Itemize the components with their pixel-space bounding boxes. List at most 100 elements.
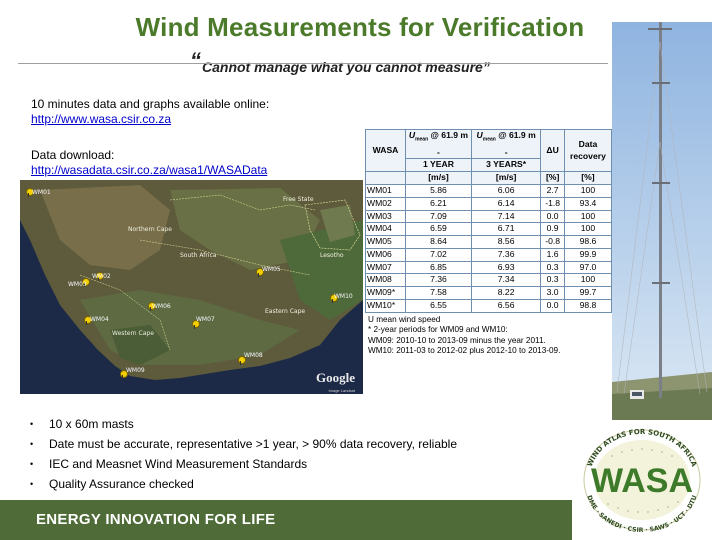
row-umean-1yr: 6.59 bbox=[405, 222, 472, 237]
mast-pin-wm10[interactable] bbox=[330, 294, 338, 303]
row-umean-1yr: 7.36 bbox=[405, 273, 472, 288]
row-recovery: 100 bbox=[563, 183, 613, 198]
row-recovery: 97.0 bbox=[563, 260, 613, 275]
note-periods: * 2-year periods for WM09 and WM10: bbox=[368, 325, 508, 335]
row-id: WM10* bbox=[364, 299, 407, 313]
unit-cell-3y: [m/s] bbox=[470, 171, 542, 185]
col-header-wasa: WASA bbox=[364, 128, 407, 173]
mast-label-wm04: WM04 bbox=[90, 316, 109, 323]
mast-pin-wm07[interactable] bbox=[192, 320, 200, 329]
row-umean-1yr: 7.58 bbox=[405, 286, 472, 301]
row-id: WM08 bbox=[364, 273, 407, 288]
mast-label-wm08: WM08 bbox=[244, 352, 263, 359]
online-link[interactable]: http://www.wasa.csir.co.za bbox=[31, 112, 172, 126]
col-header-recovery: Data recovery bbox=[563, 128, 613, 173]
row-umean-1yr: 5.86 bbox=[405, 183, 472, 198]
wind-speed-table: WASA Umean @ 61.9 m- Umean @ 61.9 m- ΔU … bbox=[364, 128, 613, 395]
mast-pin-wm01[interactable] bbox=[26, 188, 34, 197]
mast-pin-wm06[interactable] bbox=[148, 302, 156, 311]
mast-facts-list: 10 x 60m masts Date must be accurate, re… bbox=[30, 414, 457, 494]
row-umean-3yr: 7.34 bbox=[470, 273, 542, 288]
mast-label-wm06: WM06 bbox=[152, 303, 171, 310]
bullet-masts: 10 x 60m masts bbox=[30, 414, 457, 434]
col-header-delta-u: ΔU bbox=[540, 128, 565, 173]
mast-location-map: Northern Cape Free State Lesotho South A… bbox=[20, 180, 363, 394]
wind-table-grid: WASA Umean @ 61.9 m- Umean @ 61.9 m- ΔU … bbox=[364, 128, 613, 313]
mast-label-wm09: WM09 bbox=[126, 367, 145, 374]
row-umean-1yr: 7.02 bbox=[405, 247, 472, 262]
slide-title: Wind Measurements for Verification bbox=[135, 12, 585, 42]
row-umean-1yr: 7.09 bbox=[405, 209, 472, 224]
footer-bar: ENERGY INNOVATION FOR LIFE bbox=[0, 500, 572, 540]
col-header-umean-1yr: Umean @ 61.9 m- bbox=[405, 128, 472, 160]
map-terrain bbox=[20, 180, 363, 394]
mast-label-wm07: WM07 bbox=[196, 316, 215, 323]
bullet-qa: Quality Assurance checked bbox=[30, 474, 457, 494]
row-recovery: 100 bbox=[563, 222, 613, 237]
map-label-western-cape: Western Cape bbox=[112, 330, 154, 337]
mast-label-wm03: WM03 bbox=[68, 281, 87, 288]
row-recovery: 99.9 bbox=[563, 247, 613, 262]
wasa-logo-emblem: WIND ATLAS FOR SOUTH AFRICA WASA DME · S… bbox=[583, 428, 701, 534]
mast-pin-wm08[interactable] bbox=[238, 356, 246, 365]
mast-pin-wm05[interactable] bbox=[256, 268, 264, 277]
row-delta-u: 0.0 bbox=[540, 299, 565, 313]
col-header-3years: 3 YEARS* bbox=[470, 158, 542, 173]
row-recovery: 98.6 bbox=[563, 235, 613, 249]
mast-photo-image bbox=[612, 22, 712, 420]
map-label-south-africa: South Africa bbox=[180, 252, 217, 259]
note-wm09: WM09: 2010-10 to 2013-09 minus the year … bbox=[368, 335, 546, 345]
row-umean-3yr: 6.06 bbox=[470, 183, 542, 198]
mast-pin-wm03[interactable] bbox=[82, 278, 90, 287]
mast-label-wm02: WM02 bbox=[92, 273, 111, 280]
table-row: WM02 6.21 6.14 -1.8 93.4 bbox=[364, 196, 613, 211]
table-row: WM04 6.59 6.71 0.9 100 bbox=[364, 222, 613, 237]
row-id: WM01 bbox=[364, 183, 407, 198]
row-recovery: 93.4 bbox=[563, 196, 613, 211]
table-row: WM10* 6.55 6.56 0.0 98.8 bbox=[364, 299, 613, 313]
unit-cell-du: [%] bbox=[540, 171, 565, 185]
row-umean-3yr: 8.22 bbox=[470, 286, 542, 301]
row-delta-u: 0.9 bbox=[540, 222, 565, 237]
mast-pin-wm09[interactable] bbox=[120, 370, 128, 379]
unit-cell-1y: [m/s] bbox=[405, 171, 472, 185]
row-id: WM07 bbox=[364, 260, 407, 275]
row-id: WM09* bbox=[364, 286, 407, 301]
note-umean: U mean wind speed bbox=[368, 314, 441, 324]
table-row: WM08 7.36 7.34 0.3 100 bbox=[364, 273, 613, 288]
online-info: 10 minutes data and graphs available onl… bbox=[31, 97, 269, 127]
wind-table-body: WM01 5.86 6.06 2.7 100 WM02 6.21 6.14 -1.8 93.4 WM… bbox=[364, 183, 613, 313]
map-label-eastern-cape: Eastern Cape bbox=[265, 308, 306, 315]
unit-cell-blank bbox=[364, 171, 407, 185]
download-text: Data download: bbox=[31, 148, 115, 162]
row-umean-3yr: 8.56 bbox=[470, 235, 542, 249]
row-delta-u: 0.3 bbox=[540, 260, 565, 275]
slide-subtitle: “Cannot manage what you cannot measure” bbox=[190, 48, 490, 78]
row-umean-3yr: 6.93 bbox=[470, 260, 542, 275]
table-notes: U mean wind speed * 2-year periods for W… bbox=[365, 313, 612, 359]
table-row: WM01 5.86 6.06 2.7 100 bbox=[364, 183, 613, 198]
mast-label-wm01: WM01 bbox=[32, 189, 51, 196]
row-delta-u: 0.0 bbox=[540, 209, 565, 224]
row-umean-3yr: 6.71 bbox=[470, 222, 542, 237]
wasa-logo: WIND ATLAS FOR SOUTH AFRICA WASA DME · S… bbox=[572, 416, 712, 536]
bullet-standards: IEC and Measnet Wind Measurement Standar… bbox=[30, 454, 457, 474]
row-delta-u: 0.3 bbox=[540, 273, 565, 288]
row-delta-u: 3.0 bbox=[540, 286, 565, 301]
row-id: WM05 bbox=[364, 235, 407, 249]
row-recovery: 100 bbox=[563, 209, 613, 224]
mast-pin-wm02[interactable] bbox=[96, 272, 104, 281]
row-id: WM02 bbox=[364, 196, 407, 211]
row-umean-3yr: 7.14 bbox=[470, 209, 542, 224]
title-divider bbox=[18, 63, 608, 64]
bullet-data-quality: Date must be accurate, representative >1… bbox=[30, 434, 457, 454]
map-label-free-state: Free State bbox=[283, 196, 314, 203]
note-wm10: WM10: 2011-03 to 2012-02 plus 2012-10 to… bbox=[368, 346, 561, 356]
map-copyright: Image Landsat bbox=[328, 388, 355, 393]
map-attribution: Google bbox=[316, 370, 355, 385]
logo-wordmark: WASA bbox=[591, 462, 693, 500]
mast-label-wm10: WM10 bbox=[334, 293, 353, 300]
unit-cell-rec: [%] bbox=[563, 171, 613, 185]
download-link[interactable]: http://wasadata.csir.co.za/wasa1/WASADat… bbox=[31, 163, 268, 177]
mast-pin-wm04[interactable] bbox=[84, 316, 92, 325]
